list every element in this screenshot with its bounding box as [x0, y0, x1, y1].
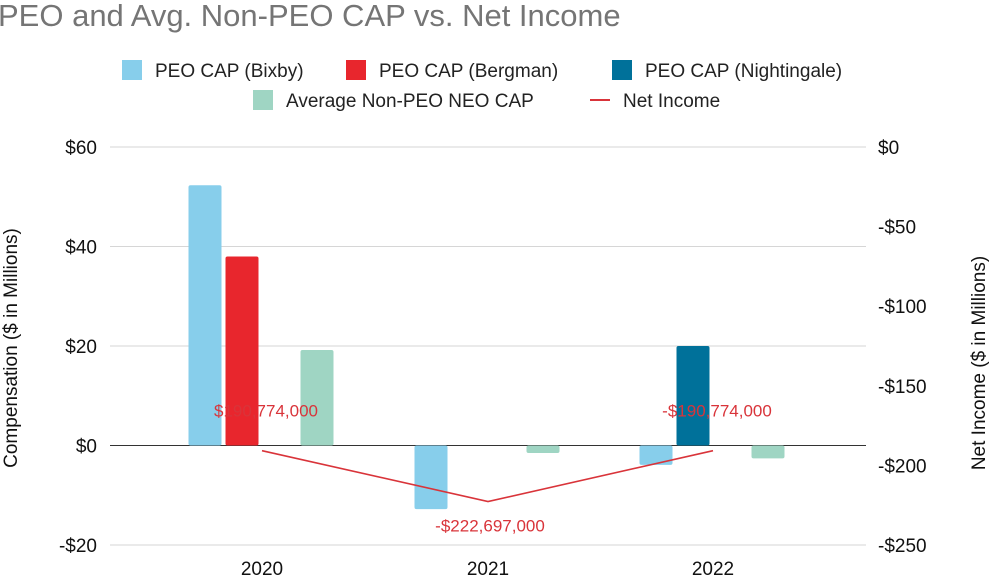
y-tick-right: -$250 — [878, 536, 927, 557]
legend-swatch-avg-neo — [253, 90, 273, 110]
y-tick-left: $60 — [65, 138, 97, 159]
legend-label-net-income: Net Income — [623, 91, 720, 112]
y-tick-left: $0 — [76, 437, 97, 458]
legend-swatch-bixby — [122, 60, 142, 80]
y-tick-left: $40 — [65, 238, 97, 259]
bars-group — [188, 185, 785, 510]
legend-swatch-nightingale — [612, 60, 632, 80]
x-tick: 2022 — [692, 559, 734, 576]
y-axis-title-left: Compensation ($ in Millions) — [1, 228, 22, 468]
y-tick-left: -$20 — [59, 536, 97, 557]
y-tick-right: -$100 — [878, 297, 927, 318]
bar-average-non-peo-neo-cap-2022 — [751, 445, 785, 459]
x-axis-ticks: 2020 2021 2022 — [241, 559, 734, 576]
y-tick-right: $0 — [878, 138, 899, 159]
net-income-data-label-2022: -$190,774,000 — [662, 402, 772, 421]
bar-peo-cap-nightingale-2022 — [676, 346, 710, 446]
y-tick-right: -$50 — [878, 218, 916, 239]
x-tick: 2020 — [241, 559, 283, 576]
data-labels: $190,774,000 -$222,697,000 -$190,774,000 — [214, 402, 772, 536]
x-tick: 2021 — [467, 559, 509, 576]
net-income-data-label-2021: -$222,697,000 — [435, 517, 545, 536]
y-tick-right: -$150 — [878, 377, 927, 398]
bar-average-non-peo-neo-cap-2020 — [300, 349, 334, 446]
y-tick-right: -$200 — [878, 456, 927, 477]
legend-label-bergman: PEO CAP (Bergman) — [379, 61, 558, 82]
y-tick-left: $20 — [65, 337, 97, 358]
bar-peo-cap-bixby-2020 — [188, 185, 222, 446]
bar-peo-cap-bixby-2021 — [414, 445, 448, 510]
gridlines — [110, 146, 866, 546]
bar-peo-cap-bergman-2020 — [225, 256, 259, 446]
legend-label-bixby: PEO CAP (Bixby) — [155, 61, 304, 82]
y-axis-title-right: Net Income ($ in Millions) — [969, 256, 990, 470]
legend-label-nightingale: PEO CAP (Nightingale) — [645, 61, 842, 82]
bar-peo-cap-bixby-2022 — [639, 445, 673, 465]
legend-swatch-bergman — [346, 60, 366, 80]
right-axis-ticks: $0 -$50 -$100 -$150 -$200 -$250 — [878, 138, 927, 557]
legend: PEO CAP (Bixby) PEO CAP (Bergman) PEO CA… — [122, 60, 842, 112]
net-income-line-group — [261, 449, 714, 503]
bar-average-non-peo-neo-cap-2021 — [526, 445, 560, 453]
legend-label-avg-neo: Average Non-PEO NEO CAP — [286, 91, 534, 112]
chart-title: PEO and Avg. Non-PEO CAP vs. Net Income — [0, 0, 621, 33]
net-income-data-label-2020: $190,774,000 — [214, 402, 318, 421]
left-axis-ticks: $60 $40 $20 $0 -$20 — [59, 138, 97, 557]
